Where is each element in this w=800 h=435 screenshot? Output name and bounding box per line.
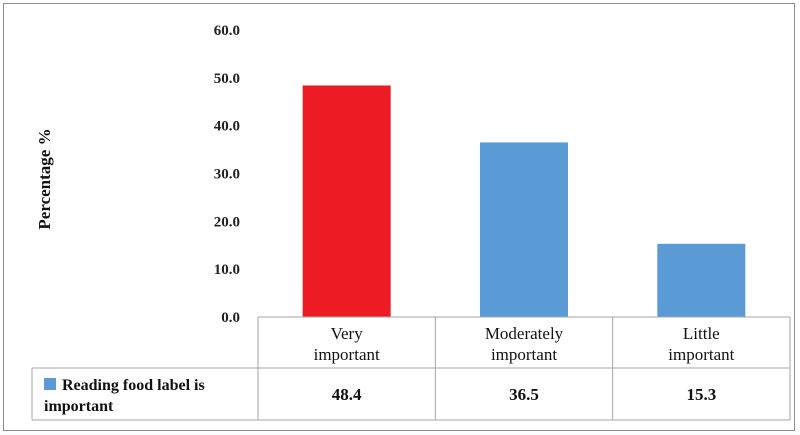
category-label: important	[314, 345, 380, 364]
bars	[302, 85, 746, 317]
y-tick-label: 50.0	[214, 71, 240, 87]
y-axis-ticks: 0.0 10.0 20.0 30.0 40.0 50.0 60.0	[214, 23, 240, 326]
y-tick-label: 0.0	[221, 310, 240, 326]
data-table: Very important Moderately important Little im…	[31, 316, 791, 421]
category-label: important	[491, 345, 557, 364]
table-value-cell: 36.5	[509, 385, 539, 404]
bar	[480, 142, 568, 317]
y-tick-label: 30.0	[214, 167, 240, 183]
legend-series-name: Reading food label is	[62, 377, 205, 394]
y-tick-label: 20.0	[214, 214, 240, 230]
category-label: important	[668, 345, 734, 364]
y-axis-label: Percentage %	[35, 128, 54, 229]
category-label: Moderately	[485, 324, 564, 343]
category-label: Little	[683, 324, 720, 343]
bar	[657, 243, 746, 317]
y-tick-label: 60.0	[214, 23, 240, 39]
category-label: Very	[331, 324, 364, 343]
table-value-cell: 15.3	[686, 385, 716, 404]
y-tick-label: 10.0	[214, 262, 240, 278]
bar-chart: Percentage % 0.0 10.0 20.0 30.0 40.0 50.0 60.0…	[31, 23, 791, 421]
y-tick-label: 40.0	[214, 119, 240, 135]
chart-frame: Percentage % 0.0 10.0 20.0 30.0 40.0 50.0 60.0…	[3, 3, 795, 431]
table-value-cell: 48.4	[332, 385, 362, 404]
legend-swatch	[44, 378, 56, 390]
bar	[302, 85, 391, 317]
legend-series-name: important	[44, 398, 114, 415]
